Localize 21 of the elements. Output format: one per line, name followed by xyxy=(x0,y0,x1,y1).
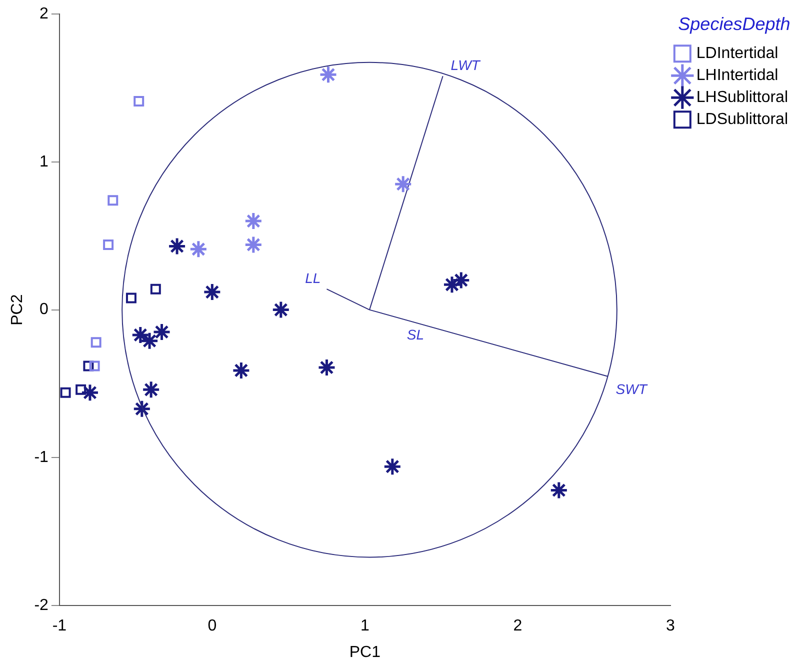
legend-label: LHSublittoral xyxy=(696,89,788,106)
x-tick-label: -1 xyxy=(52,618,67,635)
x-tick-label: 1 xyxy=(360,618,370,635)
y-tick-label: -2 xyxy=(34,597,49,614)
y-axis-title: PC2 xyxy=(9,294,26,326)
x-tick-label: 0 xyxy=(208,618,217,635)
y-tick-label: 1 xyxy=(40,153,49,170)
legend-label: LDIntertidal xyxy=(696,45,778,62)
annotation: SL xyxy=(406,326,424,343)
x-tick-label: 3 xyxy=(666,618,675,635)
legend-title: SpeciesDepth xyxy=(678,14,790,34)
y-tick-label: 2 xyxy=(40,5,49,22)
series-label: SWT xyxy=(616,381,648,398)
x-tick-label: 2 xyxy=(513,618,522,635)
legend-label: LDSublittoral xyxy=(696,111,788,128)
y-tick-label: -1 xyxy=(34,449,49,466)
x-axis-title: PC1 xyxy=(349,644,381,661)
series-label: LWT xyxy=(450,57,482,74)
legend-label: LHIntertidal xyxy=(696,67,778,84)
series-label: LL xyxy=(305,270,321,286)
y-tick-label: 0 xyxy=(40,301,49,318)
